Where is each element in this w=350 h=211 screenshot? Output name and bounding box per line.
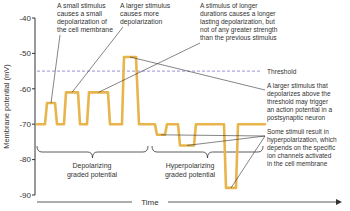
y-axis (35, 18, 36, 195)
threshold-line (37, 71, 262, 72)
brace-label-line: graded potential (67, 171, 118, 179)
y-tick-label: -80 (19, 155, 31, 164)
trace-line (37, 57, 265, 188)
y-axis-label: Membrane potential (mV) (2, 64, 11, 149)
annotation-line: postsynaptic neuron (267, 114, 326, 122)
annotation-line: an action potential in a (267, 106, 332, 114)
leader-line (161, 135, 265, 136)
annotation: A larger stimulus thatdepolarizes above … (267, 82, 332, 122)
brace (37, 146, 148, 158)
y-tick (32, 159, 35, 160)
plot-area (37, 57, 265, 188)
x-axis-label: Time (141, 198, 159, 207)
brace-label: Hyperpolarizinggraded potential (165, 162, 216, 179)
y-tick-label: -60 (19, 85, 31, 94)
annotation-line: causes more (120, 10, 159, 17)
annotation-line: the cell membrane (57, 26, 113, 33)
y-tick (32, 88, 35, 89)
chart: -40 -50 -60 -70 -80 -90 Membrane potential (mV… (0, 0, 350, 211)
annotation-line: depolarization of (57, 18, 107, 26)
annotation-line: in the cell membrane (267, 160, 328, 167)
annotation-line: ion channels activated (267, 152, 332, 159)
annotation-line: durations causes a longer (200, 10, 276, 18)
leader-line (231, 136, 265, 188)
annotation-line: causes a small (57, 10, 102, 17)
annotation: Some stimuli result inhyperpolarization,… (267, 128, 337, 167)
leader-line (130, 57, 265, 90)
annotation-line: A larger stimulus that (267, 82, 328, 90)
time-arrow (168, 202, 336, 203)
annotation-line: depolarization (120, 18, 163, 26)
leader-line (187, 136, 265, 145)
annotation-line: depolarizes above the (267, 90, 331, 98)
annotation-line: depends on the specific (267, 144, 336, 152)
y-tick (32, 124, 35, 125)
time-arrow (37, 202, 132, 203)
annotation-line: not of any greater strength (200, 26, 278, 34)
annotation: A stimulus of longerdurations causes a l… (200, 2, 278, 42)
brace (152, 146, 263, 158)
y-tick-label: -90 (19, 191, 31, 200)
annotation-line: A larger stimulus (120, 2, 171, 10)
brace-label: Depolarizinggraded potential (67, 162, 118, 179)
leader-line (99, 43, 201, 92)
annotation-line: Some stimuli result in (267, 128, 329, 135)
y-tick-label: -50 (19, 49, 31, 58)
annotation-line: than the previous stimulus (200, 34, 277, 42)
brace-label-line: graded potential (165, 171, 216, 179)
y-tick (32, 18, 35, 19)
brace-label-line: Hyperpolarizing (166, 162, 215, 170)
y-tick-label: -40 (19, 14, 31, 23)
annotation-line: lasting depolarization, but (200, 18, 275, 26)
time-arrow-head (336, 199, 342, 205)
annotation-line: threshold may trigger (267, 98, 329, 106)
annotation-line: A stimulus of longer (200, 2, 258, 10)
annotation-line: hyperpolarization, which (267, 136, 337, 144)
y-tick-label: -70 (19, 120, 31, 129)
y-tick (32, 195, 35, 196)
y-tick (32, 53, 35, 54)
brace-label-line: Depolarizing (73, 162, 112, 170)
annotation: A larger stimuluscauses moredepolarizati… (120, 2, 171, 26)
annotation: A small stimuluscauses a smalldepolariza… (57, 2, 113, 33)
annotation-line: A small stimulus (57, 2, 106, 9)
threshold-label: Threshold (267, 68, 297, 75)
leader-line (72, 27, 123, 92)
leader-line (51, 35, 60, 103)
